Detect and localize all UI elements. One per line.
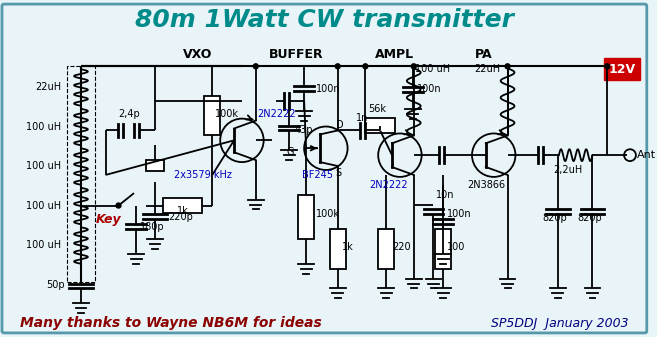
Circle shape: [505, 64, 510, 69]
Circle shape: [605, 64, 610, 69]
Text: 80m 1Watt CW transmitter: 80m 1Watt CW transmitter: [135, 8, 514, 32]
Text: SP5DDJ  January 2003: SP5DDJ January 2003: [491, 316, 629, 330]
Circle shape: [335, 64, 340, 69]
Text: 1k: 1k: [342, 242, 353, 252]
Text: 220: 220: [392, 242, 411, 252]
Text: 100k: 100k: [215, 109, 239, 119]
Bar: [146, 160, 164, 171]
Text: 100k: 100k: [316, 209, 340, 219]
Text: BF245: BF245: [302, 170, 334, 180]
Text: 50p: 50p: [47, 279, 65, 289]
Text: 100 uH: 100 uH: [26, 122, 61, 131]
Text: 2N2222: 2N2222: [258, 109, 296, 119]
Circle shape: [254, 64, 258, 69]
Text: 820p: 820p: [577, 213, 602, 223]
FancyBboxPatch shape: [2, 4, 646, 333]
Text: 10n: 10n: [436, 190, 454, 200]
Text: VXO: VXO: [183, 48, 212, 61]
Text: 1n: 1n: [356, 113, 369, 123]
Bar: [163, 197, 202, 213]
Text: 100n: 100n: [417, 84, 442, 94]
Text: 2x3579 kHz: 2x3579 kHz: [174, 170, 232, 180]
Circle shape: [363, 64, 368, 69]
Text: BUFFER: BUFFER: [269, 48, 323, 61]
Bar: [436, 229, 451, 269]
Text: Key: Key: [96, 213, 122, 226]
Text: 100 uH: 100 uH: [26, 201, 61, 211]
Circle shape: [116, 203, 121, 208]
Text: Ant: Ant: [637, 150, 656, 160]
Bar: [204, 96, 220, 135]
Text: 100: 100: [447, 242, 466, 252]
Text: 22uH: 22uH: [474, 64, 500, 74]
Bar: [604, 58, 640, 80]
Text: 43p: 43p: [294, 125, 313, 135]
Text: 2,4p: 2,4p: [118, 109, 140, 119]
Text: AMPL: AMPL: [375, 48, 415, 61]
Text: 1k: 1k: [177, 206, 189, 216]
Text: 100n: 100n: [316, 84, 340, 94]
Text: 100 uH: 100 uH: [415, 64, 450, 74]
Text: 56k: 56k: [368, 104, 386, 114]
Text: 180p: 180p: [140, 222, 165, 232]
Text: 2N2222: 2N2222: [369, 180, 407, 190]
Text: 2N3866: 2N3866: [466, 180, 505, 190]
Circle shape: [411, 64, 417, 69]
Text: G: G: [286, 147, 294, 157]
Bar: [67, 66, 95, 282]
Text: 220p: 220p: [168, 212, 193, 222]
Bar: [330, 229, 346, 269]
Text: 820p: 820p: [543, 213, 568, 223]
Text: S: S: [336, 168, 342, 178]
Text: 2,2uH: 2,2uH: [553, 165, 582, 175]
Text: 12V: 12V: [608, 63, 636, 76]
Text: 100 uH: 100 uH: [26, 161, 61, 171]
Text: 100n: 100n: [447, 209, 472, 219]
Bar: [298, 195, 314, 239]
Text: Many thanks to Wayne NB6M for ideas: Many thanks to Wayne NB6M for ideas: [20, 316, 321, 330]
Text: PA: PA: [475, 48, 493, 61]
Bar: [378, 229, 394, 269]
Text: 22uH: 22uH: [35, 82, 61, 92]
Text: 100 uH: 100 uH: [26, 240, 61, 250]
Text: D: D: [336, 121, 344, 130]
Bar: [365, 118, 395, 133]
